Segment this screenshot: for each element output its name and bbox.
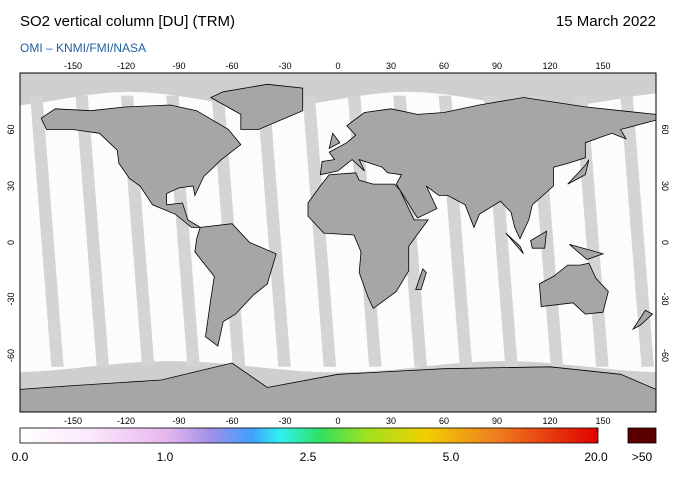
land <box>319 97 656 240</box>
land <box>328 132 341 150</box>
lat-tick-label: 0 <box>660 240 670 245</box>
land <box>415 268 427 291</box>
lat-tick-label: 60 <box>6 124 16 134</box>
lon-tick-label: -60 <box>225 416 238 426</box>
land <box>530 230 547 249</box>
lon-tick-label: -90 <box>172 416 185 426</box>
lon-tick-label: 150 <box>595 61 610 71</box>
orbit-gap <box>0 96 18 367</box>
colorbar <box>19 427 599 444</box>
lon-tick-label: 30 <box>386 416 396 426</box>
land <box>209 83 304 130</box>
land <box>569 244 605 260</box>
colorbar-label: 0.0 <box>12 450 29 464</box>
title: SO2 vertical column [DU] (TRM) <box>20 13 235 30</box>
land <box>194 223 277 347</box>
orbit-gap <box>75 95 109 367</box>
lon-tick-label: -120 <box>117 61 135 71</box>
land <box>20 362 656 412</box>
lon-tick-label: 120 <box>542 61 557 71</box>
colorbar-label: 20.0 <box>584 450 608 464</box>
lon-tick-label: -90 <box>172 61 185 71</box>
land <box>307 172 429 310</box>
lon-tick-label: -60 <box>225 61 238 71</box>
lon-tick-label: 120 <box>542 416 557 426</box>
lon-tick-label: -30 <box>278 61 291 71</box>
land <box>567 159 590 185</box>
lat-tick-label: 30 <box>6 181 16 191</box>
land <box>40 104 242 228</box>
date: 15 March 2022 <box>556 13 656 30</box>
colorbar-label: 5.0 <box>443 450 460 464</box>
colorbar-label: 2.5 <box>300 450 317 464</box>
map <box>0 73 676 412</box>
lon-tick-label: -150 <box>64 61 82 71</box>
lon-tick-label: 90 <box>492 416 502 426</box>
land <box>538 262 609 315</box>
lon-tick-label: 0 <box>335 61 340 71</box>
credits: OMI – KNMI/FMI/NASA <box>20 41 146 55</box>
map-frame <box>19 72 657 413</box>
lat-tick-label: -30 <box>6 292 16 305</box>
colorbar-over <box>627 427 657 444</box>
lon-tick-label: 150 <box>595 416 610 426</box>
colorbar-over-label: >50 <box>632 450 653 464</box>
orbit-gap <box>257 95 291 367</box>
orbit-gap <box>620 95 654 367</box>
lat-tick-label: -30 <box>660 292 670 305</box>
lon-tick-label: 60 <box>439 416 449 426</box>
lat-tick-label: -60 <box>660 349 670 362</box>
land <box>631 309 654 331</box>
lon-tick-label: 90 <box>492 61 502 71</box>
lon-tick-label: 60 <box>439 61 449 71</box>
orbit-gap <box>302 95 337 367</box>
lon-tick-label: 30 <box>386 61 396 71</box>
lat-tick-label: -60 <box>6 349 16 362</box>
lon-tick-label: -150 <box>64 416 82 426</box>
lat-tick-label: 30 <box>660 181 670 191</box>
lon-tick-label: -120 <box>117 416 135 426</box>
lon-tick-label: 0 <box>335 416 340 426</box>
land <box>505 232 524 255</box>
lat-tick-label: 0 <box>6 240 16 245</box>
lon-tick-label: -30 <box>278 416 291 426</box>
colorbar-label: 1.0 <box>157 450 174 464</box>
lat-tick-label: 60 <box>660 124 670 134</box>
orbit-gap <box>666 96 676 367</box>
orbit-gap <box>30 95 64 367</box>
